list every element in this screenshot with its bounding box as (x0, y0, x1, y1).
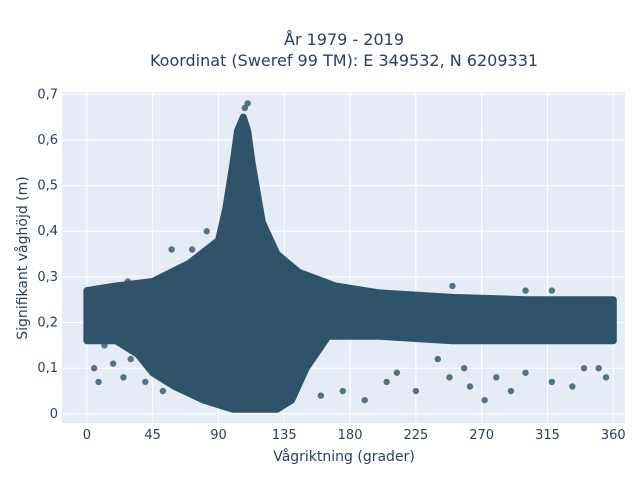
data-point (393, 369, 401, 376)
y-tick-label: 0,3 (37, 270, 58, 285)
data-point (127, 355, 134, 363)
x-tick-label: 315 (535, 428, 560, 443)
x-tick-label: 360 (601, 428, 626, 443)
data-point (339, 387, 346, 395)
data-point (131, 282, 139, 290)
data-point (241, 104, 248, 112)
data-point (90, 365, 98, 372)
data-point (460, 365, 468, 372)
x-axis-label: Vågriktning (grader) (273, 448, 415, 465)
data-point (507, 387, 515, 395)
data-point (95, 378, 102, 386)
data-point (109, 360, 117, 367)
data-point (580, 365, 588, 372)
data-point (168, 246, 175, 253)
data-points (83, 100, 617, 413)
y-tick-label: 0,6 (37, 133, 58, 148)
data-point (124, 278, 132, 285)
data-point (602, 374, 610, 381)
data-point (101, 342, 108, 349)
plot-area (62, 92, 625, 423)
y-axis-ticks: 0 0,1 0,2 0,3 0,4 0,5 0,6 0,7 (37, 87, 58, 422)
y-tick-label: 0,7 (37, 87, 58, 102)
data-point (493, 374, 500, 381)
data-point (203, 228, 210, 235)
data-point (434, 355, 442, 363)
y-tick-label: 0,4 (37, 224, 58, 239)
data-point (548, 287, 556, 294)
x-tick-label: 180 (338, 428, 363, 443)
x-tick-label: 225 (403, 428, 428, 443)
data-point (522, 287, 529, 294)
x-tick-label: 90 (210, 428, 227, 443)
data-point (522, 369, 529, 376)
data-point (481, 396, 488, 404)
data-point (142, 378, 149, 386)
x-tick-label: 270 (469, 428, 494, 443)
y-tick-label: 0,2 (37, 316, 58, 331)
data-point (569, 383, 576, 390)
data-point (449, 282, 456, 290)
y-tick-label: 0,5 (37, 179, 58, 194)
x-axis-ticks: 0 45 90 135 180 225 270 315 360 (83, 428, 626, 443)
data-point (120, 374, 127, 381)
data-point (159, 387, 167, 395)
data-point (595, 365, 602, 372)
data-point (466, 383, 474, 390)
data-point (383, 378, 390, 386)
x-tick-label: 45 (144, 428, 161, 443)
data-point (317, 392, 325, 399)
x-tick-label: 0 (83, 428, 91, 443)
data-point (361, 396, 368, 404)
y-tick-label: 0 (50, 407, 58, 422)
chart-title-line2: Koordinat (Sweref 99 TM): E 349532, N 62… (150, 51, 538, 70)
data-point (244, 100, 251, 107)
x-tick-label: 135 (272, 428, 297, 443)
chart-title-line1: År 1979 - 2019 (284, 30, 404, 49)
data-point (446, 374, 453, 381)
y-tick-label: 0,1 (37, 361, 58, 376)
data-point (548, 378, 556, 386)
point-cloud (83, 113, 617, 413)
data-point (412, 387, 420, 395)
y-axis-label: Signifikant våghöjd (m) (14, 176, 31, 339)
chart-title: År 1979 - 2019 Koordinat (Sweref 99 TM):… (150, 30, 538, 70)
data-point (188, 246, 196, 253)
